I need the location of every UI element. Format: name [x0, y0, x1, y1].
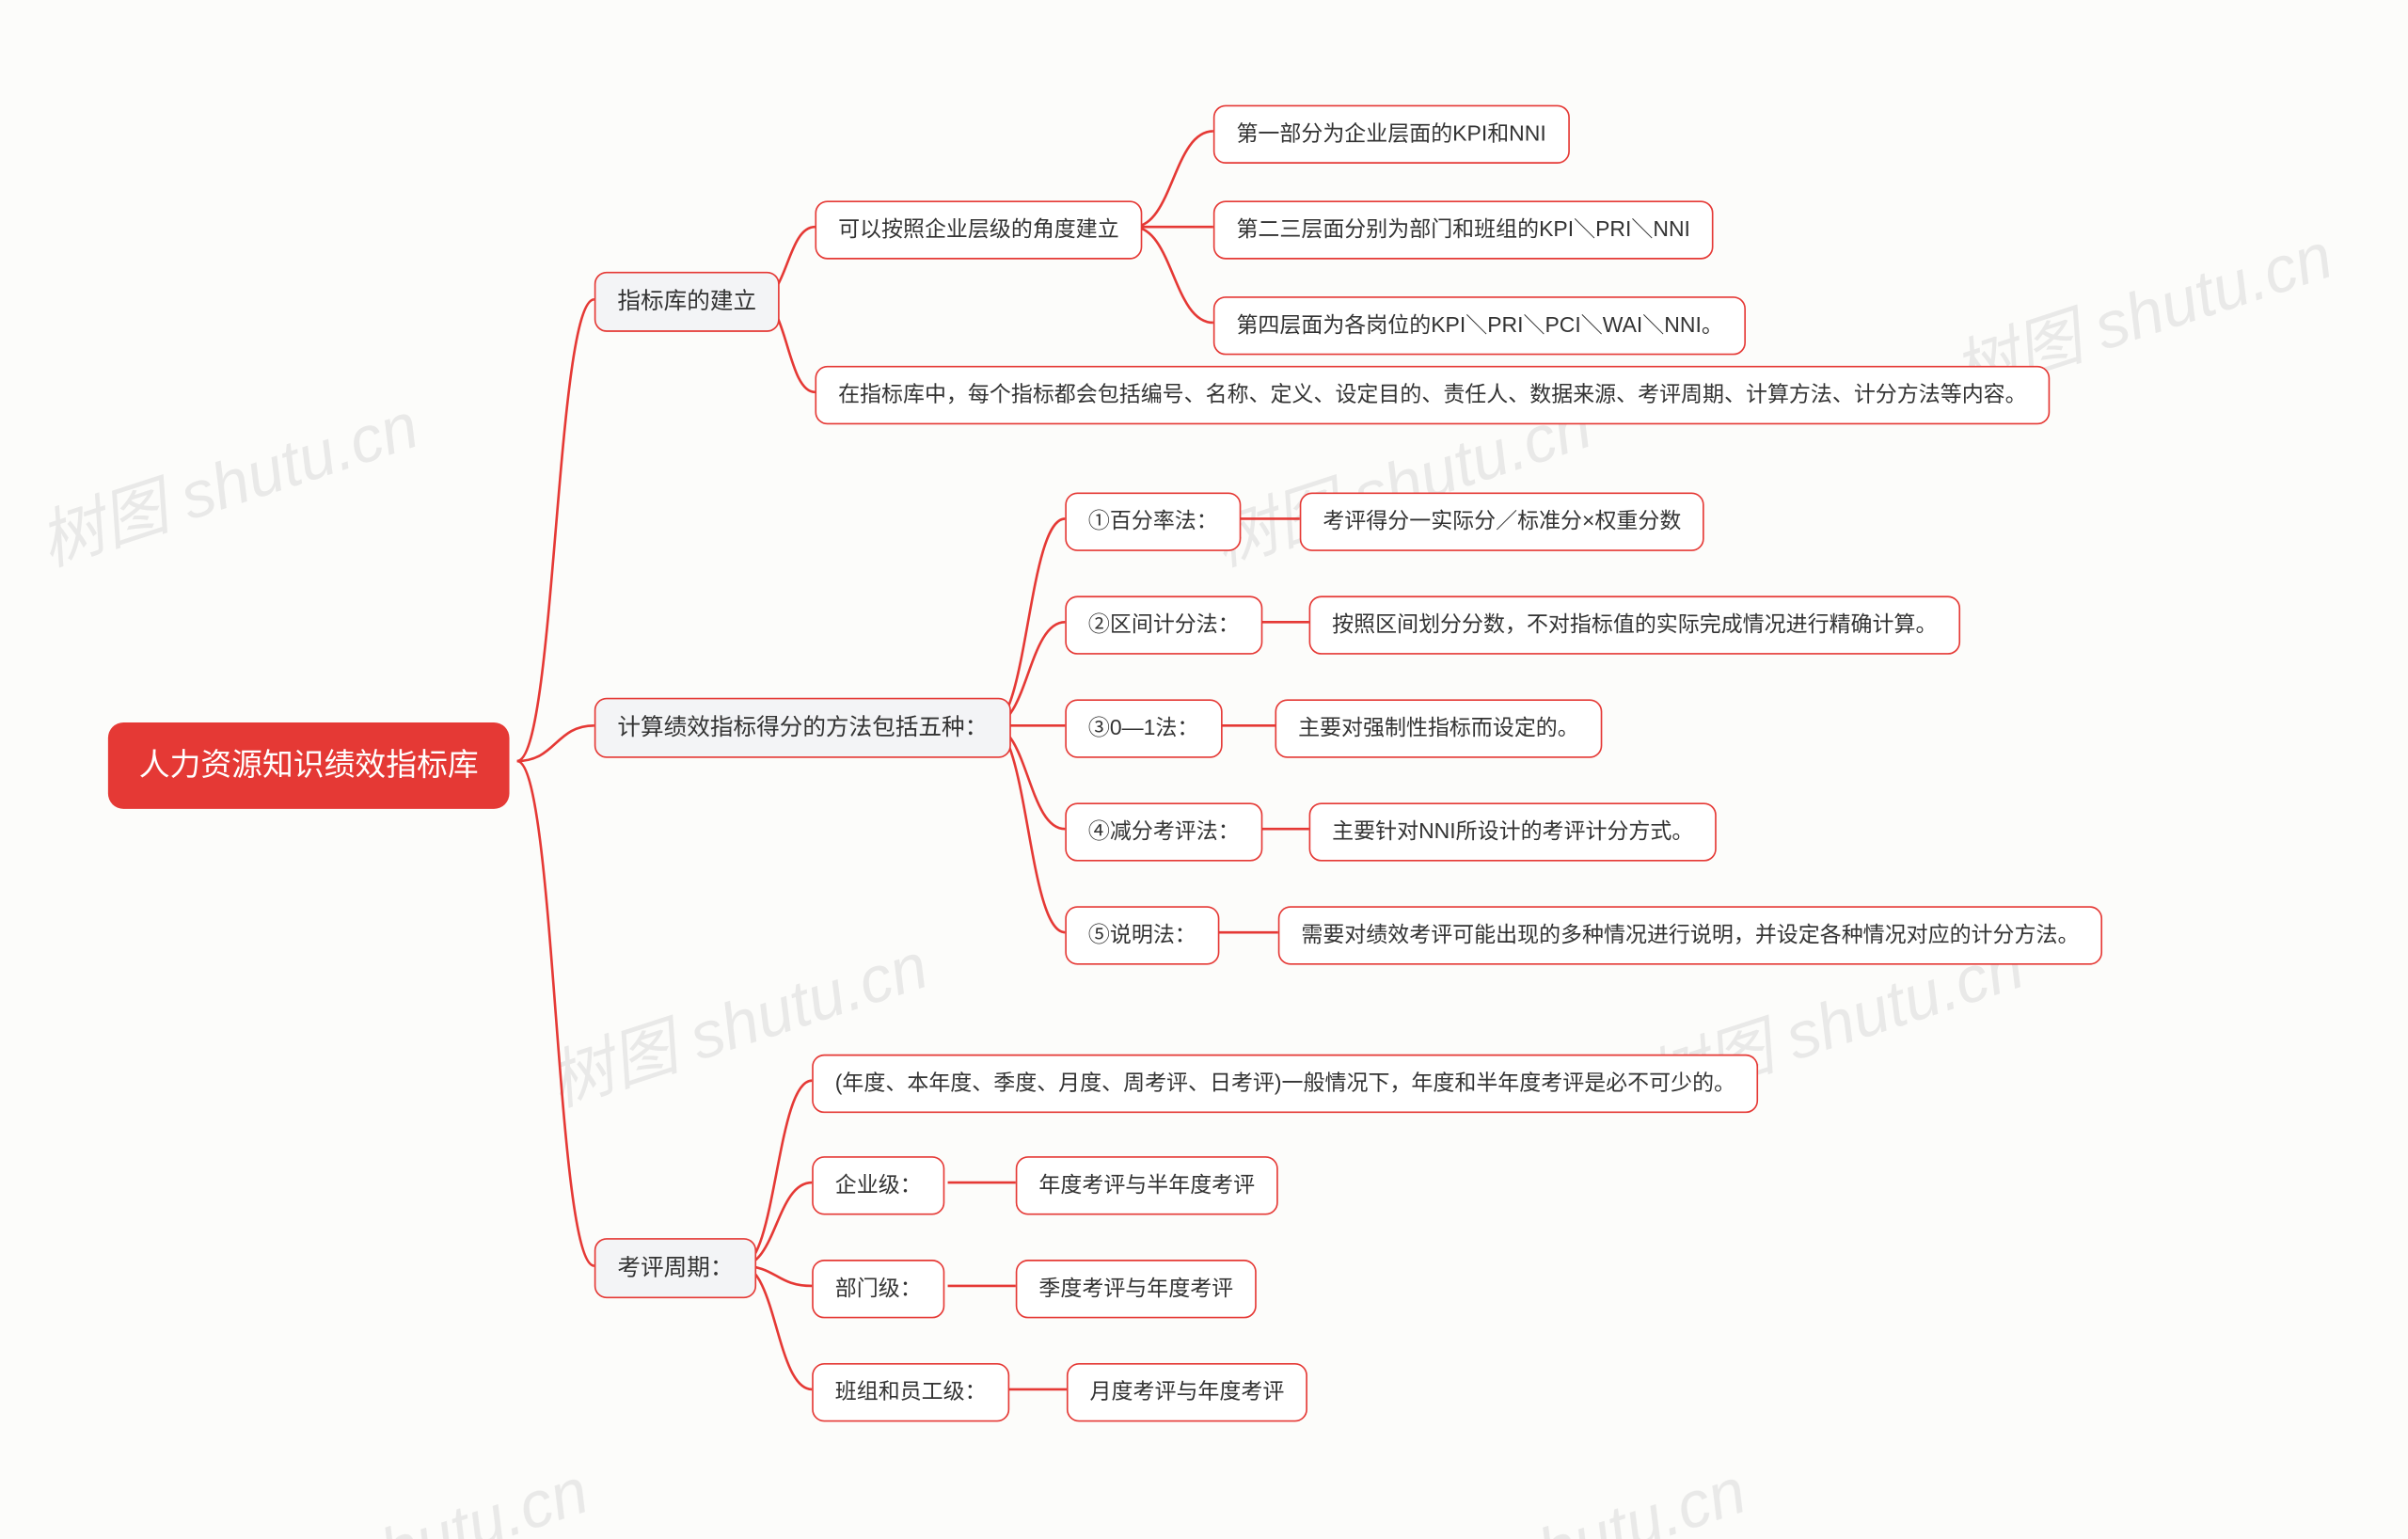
- node-cycle-enterprise[interactable]: 企业级：: [812, 1156, 944, 1214]
- node-label: 主要对强制性指标而设定的。: [1298, 713, 1579, 743]
- branch-scoring-methods[interactable]: 计算绩效指标得分的方法包括五种：: [594, 698, 1011, 758]
- node-method-deduction-desc[interactable]: 主要针对NNI所设计的考评计分方式。: [1309, 802, 1717, 861]
- node-label: 年度考评与半年度考评: [1038, 1170, 1255, 1200]
- node-label: 第四层面为各岗位的KPI＼PRI＼PCI＼WAI＼NNI。: [1236, 310, 1722, 341]
- node-method-deduction[interactable]: ④减分考评法：: [1065, 802, 1262, 861]
- node-label: 指标库的建立: [617, 286, 756, 318]
- node-cycle-department[interactable]: 部门级：: [812, 1260, 944, 1318]
- node-cycle-enterprise-desc[interactable]: 年度考评与半年度考评: [1016, 1156, 1278, 1214]
- node-label: 第一部分为企业层面的KPI和NNI: [1236, 119, 1545, 149]
- branch-indicator-library[interactable]: 指标库的建立: [594, 272, 780, 332]
- node-method-interval[interactable]: ②区间计分法：: [1065, 595, 1262, 654]
- node-method-interval-desc[interactable]: 按照区间划分分数，不对指标值的实际完成情况进行精确计算。: [1309, 595, 1961, 654]
- node-label: 季度考评与年度考评: [1038, 1274, 1233, 1304]
- node-label: 在指标库中，每个指标都会包括编号、名称、定义、设定目的、责任人、数据来源、考评周…: [838, 380, 2027, 410]
- node-label: 月度考评与年度考评: [1090, 1377, 1285, 1407]
- node-by-enterprise-level[interactable]: 可以按照企业层级的角度建立: [815, 200, 1142, 259]
- node-method-percentage-desc[interactable]: 考评得分一实际分／标准分×权重分数: [1300, 492, 1704, 550]
- watermark: 树图 shutu.cn: [196, 1439, 598, 1539]
- node-label: 按照区间划分分数，不对指标值的实际完成情况进行精确计算。: [1332, 610, 1937, 640]
- node-method-01[interactable]: ③0—1法：: [1065, 699, 1222, 757]
- node-method-explanation-desc[interactable]: 需要对绩效考评可能出现的多种情况进行说明，并设定各种情况对应的计分方法。: [1278, 906, 2102, 964]
- node-label: ⑤说明法：: [1088, 920, 1196, 950]
- node-method-01-desc[interactable]: 主要对强制性指标而设定的。: [1275, 699, 1602, 757]
- node-label: 需要对绩效考评可能出现的多种情况进行说明，并设定各种情况对应的计分方法。: [1301, 920, 2079, 950]
- node-label: 第二三层面分别为部门和班组的KPI＼PRI＼NNI: [1236, 214, 1689, 245]
- node-level1-kpi-nni[interactable]: 第一部分为企业层面的KPI和NNI: [1213, 105, 1570, 164]
- node-label: 部门级：: [835, 1274, 922, 1304]
- node-label: ④减分考评法：: [1088, 817, 1240, 847]
- node-label: 企业级：: [835, 1170, 922, 1200]
- node-label: 班组和员工级：: [835, 1377, 987, 1407]
- node-method-explanation[interactable]: ⑤说明法：: [1065, 906, 1219, 964]
- root-label: 人力资源知识绩效指标库: [139, 744, 479, 787]
- mindmap-canvas: 树图 shutu.cn 树图 shutu.cn 树图 shutu.cn 树图 s…: [0, 0, 2408, 1539]
- node-label: ①百分率法：: [1088, 506, 1218, 536]
- node-level4-indicators[interactable]: 第四层面为各岗位的KPI＼PRI＼PCI＼WAI＼NNI。: [1213, 296, 1747, 355]
- node-indicator-fields[interactable]: 在指标库中，每个指标都会包括编号、名称、定义、设定目的、责任人、数据来源、考评周…: [815, 366, 2050, 424]
- node-method-percentage[interactable]: ①百分率法：: [1065, 492, 1241, 550]
- node-label: 计算绩效指标得分的方法包括五种：: [617, 712, 988, 744]
- node-label: 考评周期：: [617, 1252, 733, 1284]
- node-label: ②区间计分法：: [1088, 610, 1240, 640]
- node-cycle-overview[interactable]: (年度、本年度、季度、月度、周考评、日考评)一般情况下，年度和半年度考评是必不可…: [812, 1055, 1758, 1113]
- node-cycle-department-desc[interactable]: 季度考评与年度考评: [1016, 1260, 1257, 1318]
- node-label: 主要针对NNI所设计的考评计分方式。: [1332, 817, 1693, 847]
- node-label: 考评得分一实际分／标准分×权重分数: [1323, 506, 1681, 536]
- node-cycle-team-staff-desc[interactable]: 月度考评与年度考评: [1067, 1363, 1307, 1421]
- node-level23-kpi-pri-nni[interactable]: 第二三层面分别为部门和班组的KPI＼PRI＼NNI: [1213, 200, 1714, 259]
- branch-review-cycle[interactable]: 考评周期：: [594, 1238, 756, 1298]
- node-cycle-team-staff[interactable]: 班组和员工级：: [812, 1363, 1009, 1421]
- root-node[interactable]: 人力资源知识绩效指标库: [108, 722, 510, 809]
- node-label: 可以按照企业层级的角度建立: [838, 214, 1119, 245]
- watermark: 树图 shutu.cn: [26, 373, 429, 584]
- watermark: 树图 shutu.cn: [1354, 1439, 1756, 1539]
- node-label: ③0—1法：: [1088, 713, 1198, 743]
- node-label: (年度、本年度、季度、月度、周考评、日考评)一般情况下，年度和半年度考评是必不可…: [835, 1069, 1735, 1099]
